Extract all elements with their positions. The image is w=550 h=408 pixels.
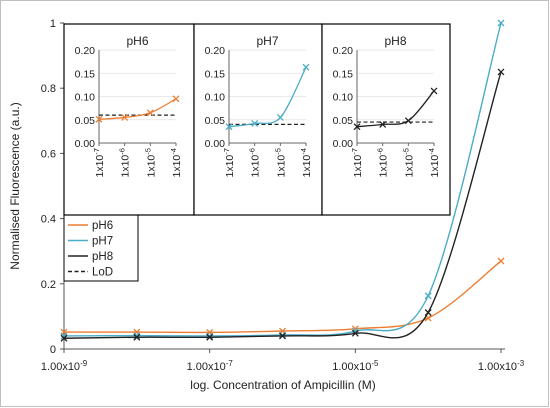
inset-x-tick-label: 1x10-5 xyxy=(273,148,288,178)
inset-point xyxy=(172,95,180,103)
inset-point xyxy=(276,113,284,121)
inset-y-tick-label: 0.05 xyxy=(333,115,354,127)
inset-point xyxy=(121,113,129,121)
y-axis-title: Normalised Fluorescence (a.u.) xyxy=(8,102,22,269)
inset-y-tick-label: 0.15 xyxy=(333,68,354,80)
inset-series-line xyxy=(356,90,435,128)
inset-x-tick-label: 1x10-7 xyxy=(92,148,107,178)
legend-label-ph7: pH7 xyxy=(92,236,113,248)
y-tick-label: 0 xyxy=(50,344,56,356)
inset-x-tick-label: 1x10-5 xyxy=(143,148,158,178)
inset-y-tick-label: 0.05 xyxy=(75,115,96,127)
x-tick-label: 1.00x10-7 xyxy=(187,359,233,374)
legend-box xyxy=(63,214,139,282)
inset-x-tick-label: 1x10-6 xyxy=(247,148,262,178)
inset-x-tick-label: 1x10-6 xyxy=(117,148,132,178)
inset-point xyxy=(225,123,233,131)
inset-y-tick-label: 0.15 xyxy=(75,68,96,80)
inset-y-tick-label: 0.00 xyxy=(75,138,96,150)
inset-point xyxy=(251,120,259,127)
inset-point xyxy=(379,120,387,128)
ph8-point xyxy=(206,333,214,341)
y-tick-label: 0.4 xyxy=(41,214,56,226)
legend-label-ph8: pH8 xyxy=(92,251,113,263)
ph8-point xyxy=(351,329,359,337)
inset-point xyxy=(353,123,361,131)
series-ph8 xyxy=(60,68,505,342)
inset-y-tick-label: 0.10 xyxy=(75,92,96,104)
inset-point xyxy=(302,63,310,71)
inset-point xyxy=(404,117,412,125)
inset-series-line xyxy=(228,66,307,128)
inset-y-tick-label: 0.20 xyxy=(333,45,354,57)
ph7-point xyxy=(497,19,505,27)
y-tick-label: 0.2 xyxy=(41,279,56,291)
inset-title: pH8 xyxy=(384,34,406,48)
main-chart: 0 0.2 0.4 0.6 0.8 1 1.00x10-9 1.00x10-7 1.00x10-… xyxy=(8,18,525,392)
inset-ph8: pH8 0.00 0.05 0.10 0.15 0.20 1x10-7 1x10-6 1x10-… xyxy=(321,23,451,216)
inset-title: pH7 xyxy=(256,34,278,48)
inset-point xyxy=(95,115,103,123)
inset-series-line xyxy=(98,98,177,120)
legend: pH6 pH7 pH8 LoD xyxy=(63,214,139,282)
ph8-point xyxy=(279,332,286,340)
inset-x-tick-label: 1x10-4 xyxy=(427,148,442,178)
ph8-point xyxy=(60,334,68,342)
x-axis-title: log. Concentration of Ampicillin (M) xyxy=(190,378,375,392)
inset-x-tick-label: 1x10-4 xyxy=(299,148,314,178)
inset-x-tick-label: 1x10-7 xyxy=(222,148,237,178)
legend-label-ph6: pH6 xyxy=(92,220,113,232)
x-tick-label: 1.00x10-3 xyxy=(478,359,525,374)
legend-label-lod: LoD xyxy=(92,267,113,279)
inset-ph6: pH6 0.00 0.05 0.10 0.15 0.20 1x10-7 1x10-6 1x10-… xyxy=(63,23,195,216)
inset-point xyxy=(146,109,154,117)
y-tick-label: 0.8 xyxy=(41,83,56,95)
inset-y-tick-label: 0.00 xyxy=(333,138,354,150)
inset-point xyxy=(430,87,438,95)
x-tick-label: 1.00x10-9 xyxy=(41,359,88,374)
inset-x-tick-label: 1x10-4 xyxy=(169,148,184,178)
ph6-point xyxy=(497,257,505,265)
ph8-point xyxy=(497,68,505,76)
ph7-point xyxy=(424,292,432,300)
inset-y-tick-label: 0.20 xyxy=(205,45,226,57)
inset-x-tick-label: 1x10-7 xyxy=(350,148,365,178)
ph8-line xyxy=(63,71,502,339)
inset-y-tick-label: 0.00 xyxy=(205,138,226,150)
inset-y-tick-label: 0.15 xyxy=(205,68,226,80)
ph8-point xyxy=(424,309,432,316)
ph8-point xyxy=(133,333,141,341)
inset-x-tick-label: 1x10-6 xyxy=(375,148,390,178)
x-tick-label: 1.00x10-5 xyxy=(332,359,379,374)
inset-y-tick-label: 0.10 xyxy=(205,92,226,104)
inset-y-tick-label: 0.05 xyxy=(205,115,226,127)
y-tick-label: 0.6 xyxy=(41,148,56,160)
y-tick-label: 1 xyxy=(50,18,56,30)
inset-y-tick-label: 0.10 xyxy=(333,92,354,104)
inset-ph7: pH7 0.00 0.05 0.10 0.15 0.20 1x10-7 1x10-6 1x10-… xyxy=(193,23,323,216)
ph7-point xyxy=(279,331,286,339)
inset-title: pH6 xyxy=(126,34,148,48)
inset-y-tick-label: 0.20 xyxy=(75,45,96,57)
inset-x-tick-label: 1x10-5 xyxy=(401,148,416,178)
